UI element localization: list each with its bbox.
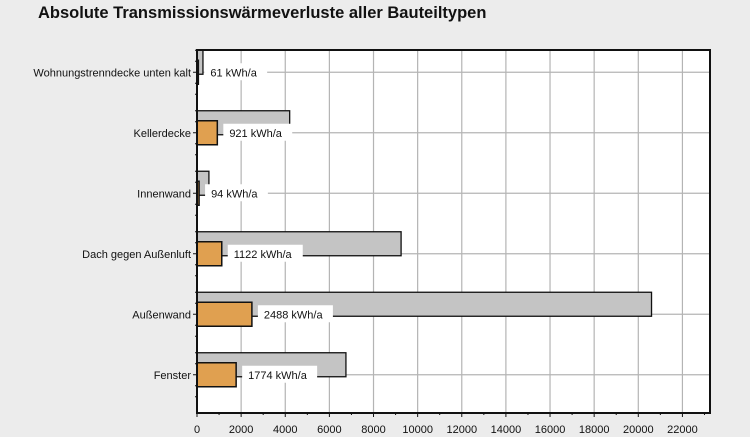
plot-border — [196, 49, 711, 414]
x-tick-label: 10000 — [402, 424, 433, 436]
x-tick-label: 4000 — [273, 424, 297, 436]
x-tick-label: 16000 — [535, 424, 566, 436]
x-tick-label: 12000 — [446, 424, 477, 436]
x-tick-label: 18000 — [579, 424, 610, 436]
data-label: 2488 kWh/a — [264, 309, 324, 321]
value-bar — [196, 362, 237, 388]
category-label: Innenwand — [137, 188, 191, 200]
data-label: 921 kWh/a — [229, 128, 282, 140]
data-label: 61 kWh/a — [210, 67, 257, 79]
category-label: Dach gegen Außenluft — [82, 249, 191, 261]
chart-title: Absolute Transmissionswärmeverluste alle… — [38, 4, 487, 22]
category-label: Wohnungstrenndecke unten kalt — [33, 67, 191, 79]
value-bar — [196, 241, 223, 267]
x-tick-label: 22000 — [667, 424, 698, 436]
x-tick-label: 20000 — [623, 424, 654, 436]
value-bar — [196, 120, 219, 146]
category-label: Fenster — [154, 370, 192, 382]
x-tick-label: 2000 — [229, 424, 253, 436]
x-tick-label: 0 — [194, 424, 200, 436]
category-label: Außenwand — [132, 309, 191, 321]
value-bar — [196, 301, 253, 327]
data-label-bg — [227, 244, 303, 262]
data-label: 1122 kWh/a — [234, 249, 293, 261]
data-label: 94 kWh/a — [211, 188, 258, 200]
data-label-bg — [204, 63, 268, 81]
x-tick-label: 6000 — [317, 424, 341, 436]
data-label: 1774 kWh/a — [248, 370, 308, 382]
x-tick-label: 14000 — [491, 424, 522, 436]
data-label-bg — [257, 305, 333, 323]
data-label-bg — [242, 365, 318, 383]
data-label-bg — [223, 123, 293, 141]
x-tick-label: 8000 — [361, 424, 385, 436]
data-label-bg — [205, 184, 268, 202]
category-label: Kellerdecke — [134, 128, 191, 140]
